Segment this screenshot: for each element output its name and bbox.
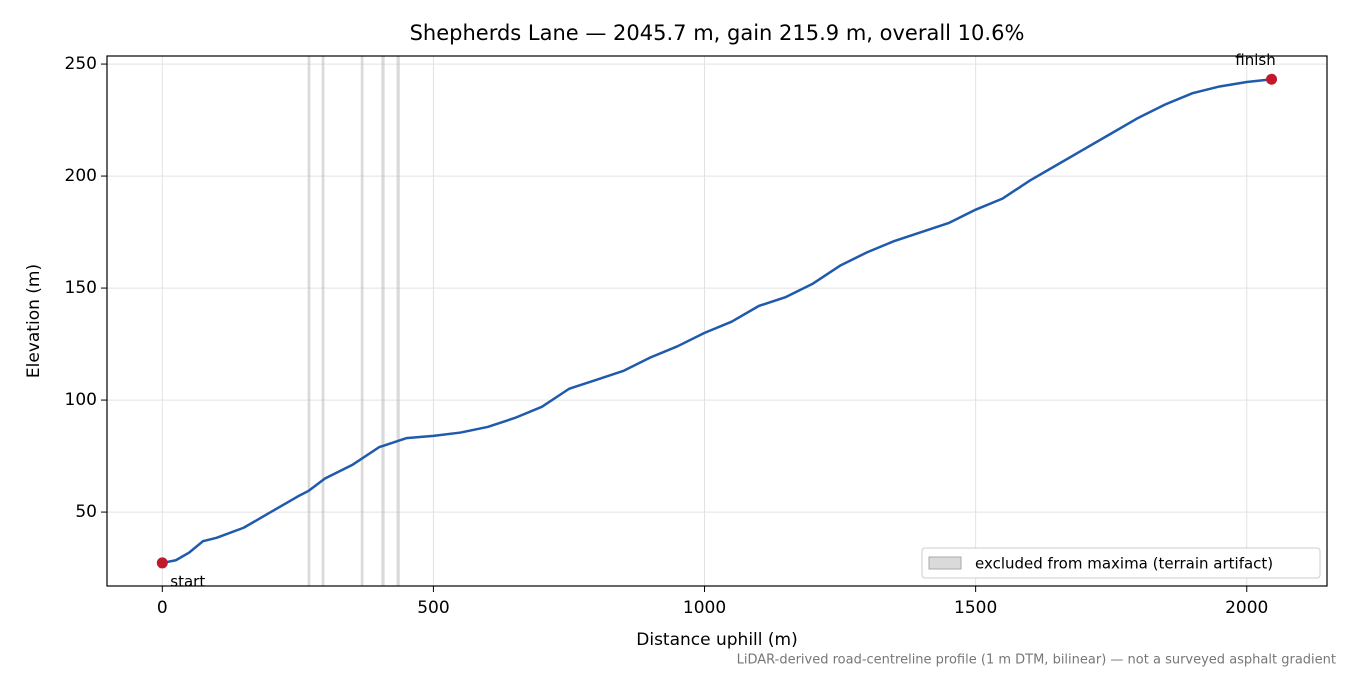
y-tick-label: 50 (75, 502, 97, 522)
endpoint-label: finish (1235, 51, 1275, 69)
excluded-band (321, 56, 325, 586)
legend-label: excluded from maxima (terrain artifact) (975, 555, 1273, 573)
x-tick-label: 0 (157, 598, 168, 618)
elevation-line (162, 78, 1272, 565)
chart-title: Shepherds Lane — 2045.7 m, gain 215.9 m,… (410, 21, 1025, 45)
endpoint-label: start (170, 572, 205, 590)
x-tick-label: 1500 (954, 598, 997, 618)
y-tick-label: 200 (65, 166, 97, 186)
endpoint-marker (1266, 73, 1278, 85)
y-tick-label: 100 (65, 390, 97, 410)
legend-swatch (928, 556, 962, 570)
excluded-band (381, 56, 385, 586)
legend-box (921, 547, 1321, 579)
x-tick-label: 1000 (683, 598, 726, 618)
x-axis-label: Distance uphill (m) (636, 630, 797, 650)
x-tick-label: 2000 (1225, 598, 1268, 618)
plot-frame (106, 55, 1328, 587)
footnote: LiDAR-derived road-centreline profile (1… (737, 653, 1336, 668)
excluded-band (396, 56, 400, 586)
x-tick-label: 500 (417, 598, 449, 618)
endpoint-marker (156, 557, 168, 569)
excluded-band (307, 56, 311, 586)
y-axis-label: Elevation (m) (24, 264, 44, 378)
y-tick-label: 150 (65, 278, 97, 298)
y-tick-label: 250 (65, 54, 97, 74)
excluded-band (360, 56, 364, 586)
